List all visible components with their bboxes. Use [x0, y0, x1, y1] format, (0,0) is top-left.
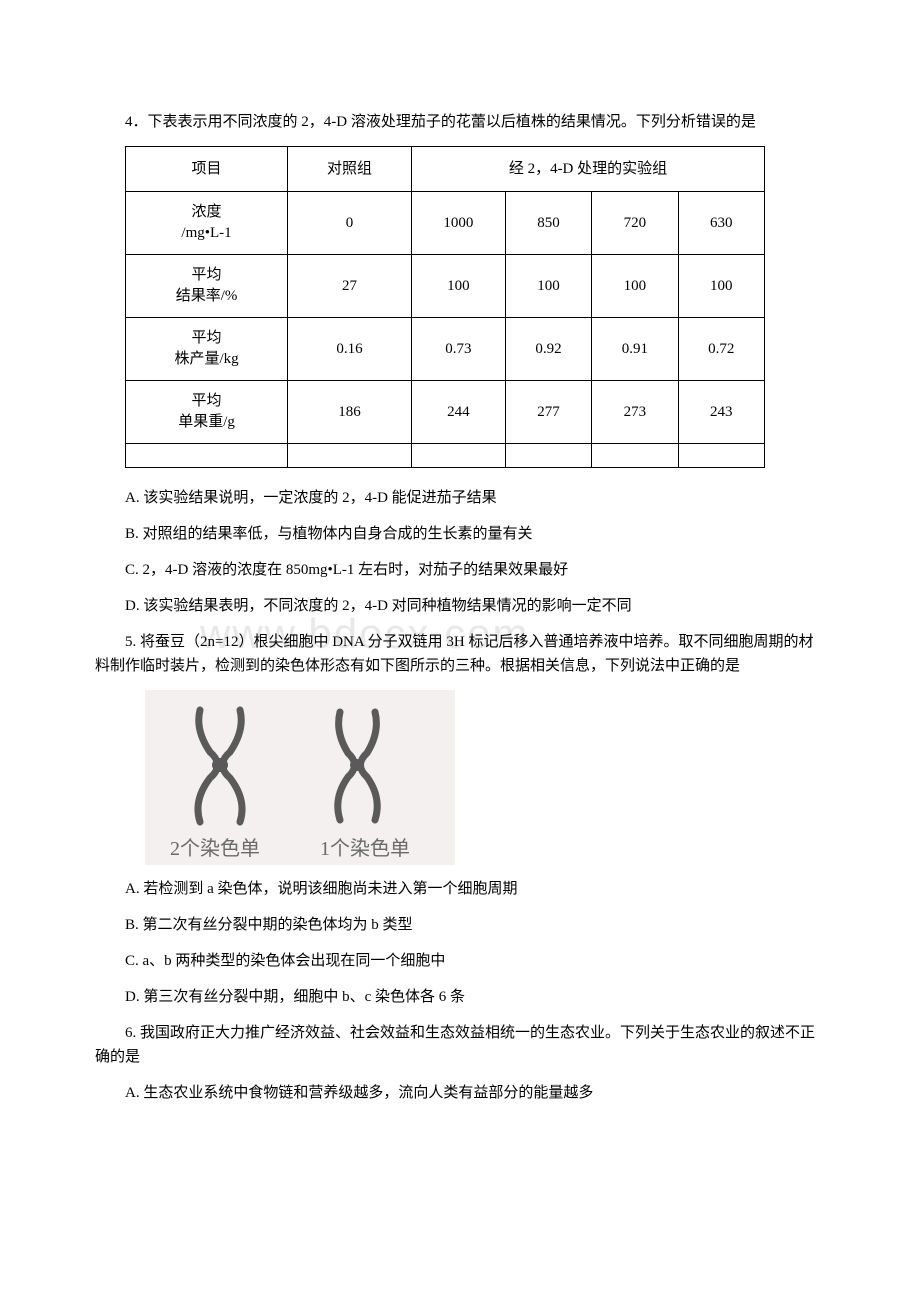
table-cell: 0.92 — [505, 318, 591, 381]
q5-option-b: B. 第二次有丝分裂中期的染色体均为 b 类型 — [95, 913, 825, 937]
table-empty-row — [126, 444, 765, 468]
figure-left-label: 2个染色单 — [170, 837, 260, 860]
chromosome-icon: 2个染色单 1个染色单 — [145, 690, 455, 865]
row-label: 平均 单果重/g — [126, 381, 288, 444]
row-label: 浓度 /mg•L-1 — [126, 192, 288, 255]
table-cell: 1000 — [411, 192, 505, 255]
row-label: 平均 结果率/% — [126, 255, 288, 318]
table-header-row: 项目 对照组 经 2，4-D 处理的实验组 — [126, 147, 765, 192]
q5-option-a: A. 若检测到 a 染色体，说明该细胞尚未进入第一个细胞周期 — [95, 877, 825, 901]
q4-option-a: A. 该实验结果说明，一定浓度的 2，4-D 能促进茄子结果 — [95, 486, 825, 510]
table-row: 平均 结果率/% 27 100 100 100 100 — [126, 255, 765, 318]
q4-option-d: D. 该实验结果表明，不同浓度的 2，4-D 对同种植物结果情况的影响一定不同 — [95, 594, 825, 618]
table-cell: 850 — [505, 192, 591, 255]
q5-stem: 5. 将蚕豆（2n=12）根尖细胞中 DNA 分子双链用 3H 标记后移入普通培… — [95, 630, 825, 678]
header-treatment: 经 2，4-D 处理的实验组 — [411, 147, 764, 192]
table-cell: 186 — [288, 381, 412, 444]
table-cell: 720 — [592, 192, 678, 255]
q5-option-d: D. 第三次有丝分裂中期，细胞中 b、c 染色体各 6 条 — [95, 985, 825, 1009]
table-row: 平均 株产量/kg 0.16 0.73 0.92 0.91 0.72 — [126, 318, 765, 381]
table-cell: 27 — [288, 255, 412, 318]
table-cell: 100 — [592, 255, 678, 318]
q4-table: 项目 对照组 经 2，4-D 处理的实验组 浓度 /mg•L-1 0 1000 … — [125, 146, 765, 468]
table-row: 浓度 /mg•L-1 0 1000 850 720 630 — [126, 192, 765, 255]
table-cell: 0.16 — [288, 318, 412, 381]
q4-option-c: C. 2，4-D 溶液的浓度在 850mg•L-1 左右时，对茄子的结果效果最好 — [95, 558, 825, 582]
q5-option-c: C. a、b 两种类型的染色体会出现在同一个细胞中 — [95, 949, 825, 973]
table-cell: 243 — [678, 381, 764, 444]
row-label: 平均 株产量/kg — [126, 318, 288, 381]
table-cell: 100 — [505, 255, 591, 318]
header-control: 对照组 — [288, 147, 412, 192]
table-cell: 0 — [288, 192, 412, 255]
table-cell: 100 — [678, 255, 764, 318]
table-cell: 0.91 — [592, 318, 678, 381]
table-cell: 0.73 — [411, 318, 505, 381]
table-cell: 277 — [505, 381, 591, 444]
q6-option-a: A. 生态农业系统中食物链和营养级越多，流向人类有益部分的能量越多 — [95, 1081, 825, 1105]
table-cell: 630 — [678, 192, 764, 255]
figure-right-label: 1个染色单 — [320, 837, 410, 860]
table-cell: 273 — [592, 381, 678, 444]
q4-stem: 4．下表表示用不同浓度的 2，4-D 溶液处理茄子的花蕾以后植株的结果情况。下列… — [95, 110, 825, 134]
q6-stem: 6. 我国政府正大力推广经济效益、社会效益和生态效益相统一的生态农业。下列关于生… — [95, 1021, 825, 1069]
header-project: 项目 — [126, 147, 288, 192]
table-row: 平均 单果重/g 186 244 277 273 243 — [126, 381, 765, 444]
table-cell: 100 — [411, 255, 505, 318]
q5-figure: 2个染色单 1个染色单 — [145, 690, 455, 865]
table-cell: 244 — [411, 381, 505, 444]
q4-option-b: B. 对照组的结果率低，与植物体内自身合成的生长素的量有关 — [95, 522, 825, 546]
table-cell: 0.72 — [678, 318, 764, 381]
